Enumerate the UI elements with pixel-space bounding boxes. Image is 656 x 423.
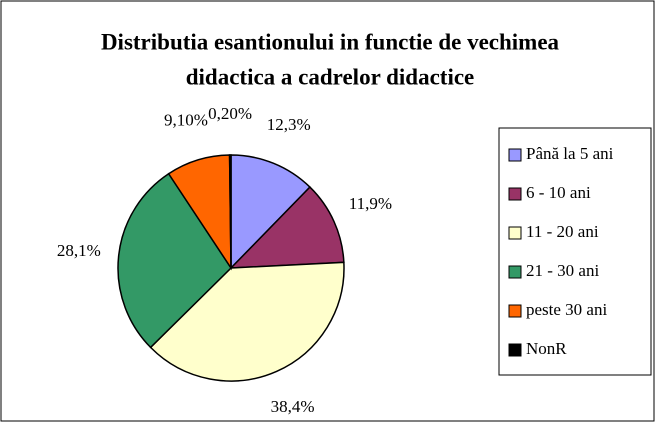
legend-label: Până la 5 ani [526, 144, 614, 163]
data-label: 12,3% [267, 115, 311, 134]
legend-label: 11 - 20 ani [526, 222, 599, 241]
legend-label: peste 30 ani [526, 300, 607, 319]
pie-slice [229, 186, 345, 269]
data-label: 28,1% [57, 241, 101, 260]
legend-box [498, 127, 652, 376]
chart-title-line-1: Distributia esantionului in functie de v… [101, 29, 560, 54]
data-label: 0,20% [208, 104, 252, 123]
pie-slice [117, 172, 232, 349]
legend-label: 6 - 10 ani [526, 183, 591, 202]
legend-swatch [508, 148, 522, 162]
pie-slice [149, 261, 345, 382]
chart-title-line-2: didactica a cadrelor didactice [186, 64, 475, 89]
legend-swatch [508, 226, 522, 240]
legend-label: NonR [526, 339, 567, 358]
legend-swatch [508, 187, 522, 201]
legend-swatch [508, 304, 522, 318]
legend-swatch [508, 343, 522, 357]
legend-swatch [508, 265, 522, 279]
pie-slice [230, 154, 311, 270]
pie-slice [228, 154, 232, 269]
data-label: 38,4% [271, 397, 315, 416]
data-label: 9,10% [164, 111, 208, 130]
data-label: 11,9% [349, 194, 392, 213]
legend-label: 21 - 30 ani [526, 261, 599, 280]
